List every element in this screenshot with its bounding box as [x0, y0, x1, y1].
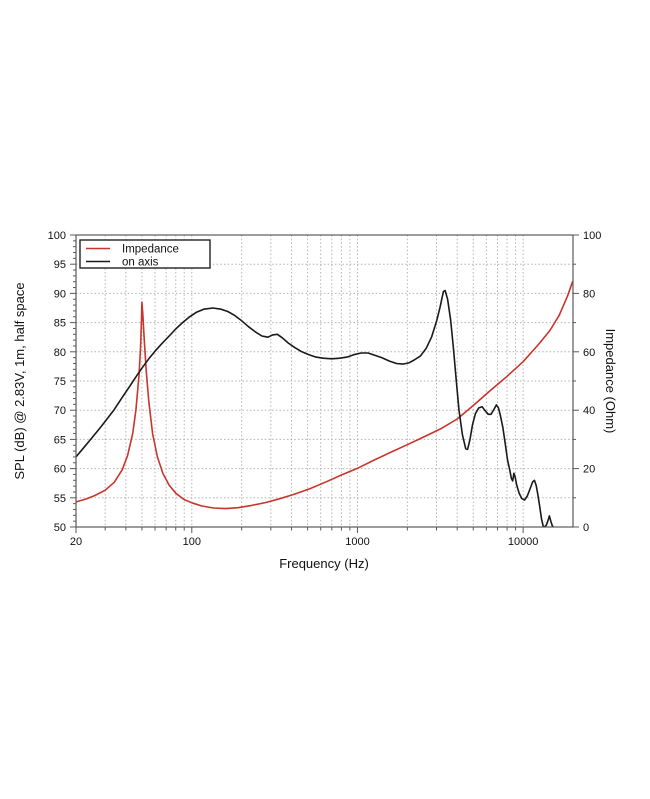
legend-label-impedance: Impedance [122, 244, 179, 256]
x-tick-label: 1000 [345, 536, 369, 548]
y-left-tick-label: 100 [48, 230, 66, 242]
y-right-tick-label: 40 [583, 405, 595, 417]
x-tick-label: 10000 [508, 536, 539, 548]
legend-box [79, 239, 211, 269]
x-axis-title: Frequency (Hz) [279, 556, 369, 571]
y-right-tick-label: 80 [583, 288, 595, 300]
on-axis-curve [76, 289, 555, 527]
tick-marks [70, 234, 579, 533]
y-left-tick-label: 55 [54, 493, 66, 505]
y-left-tick-label: 90 [54, 288, 66, 300]
y-axis-title-left: SPL (dB) @ 2.83V, 1m, half space [12, 282, 27, 479]
y-right-tick-label: 0 [583, 522, 589, 534]
x-tick-label: 100 [183, 536, 201, 548]
y-left-tick-label: 65 [54, 434, 66, 446]
y-right-tick-label: 60 [583, 347, 595, 359]
grid-lines [76, 235, 573, 527]
y-left-tick-label: 85 [54, 318, 66, 330]
y-right-tick-label: 100 [583, 230, 601, 242]
curves [76, 280, 573, 527]
y-left-tick-label: 50 [54, 522, 66, 534]
y-left-tick-label: 95 [54, 259, 66, 271]
y-left-tick-label: 70 [54, 405, 66, 417]
x-tick-label: 20 [70, 536, 82, 548]
legend: Impedance on axis [79, 239, 211, 269]
legend-item-on-axis: on axis [86, 257, 159, 269]
y-right-tick-label: 20 [583, 464, 595, 476]
impedance-curve [76, 280, 573, 510]
legend-item-impedance: Impedance [86, 244, 179, 256]
y-left-tick-label: 75 [54, 376, 66, 388]
legend-label-on-axis: on axis [122, 257, 159, 269]
y-left-tick-label: 80 [54, 347, 66, 359]
y-axis-title-right: Impedance (Ohm) [603, 329, 618, 434]
y-left-tick-label: 60 [54, 464, 66, 476]
